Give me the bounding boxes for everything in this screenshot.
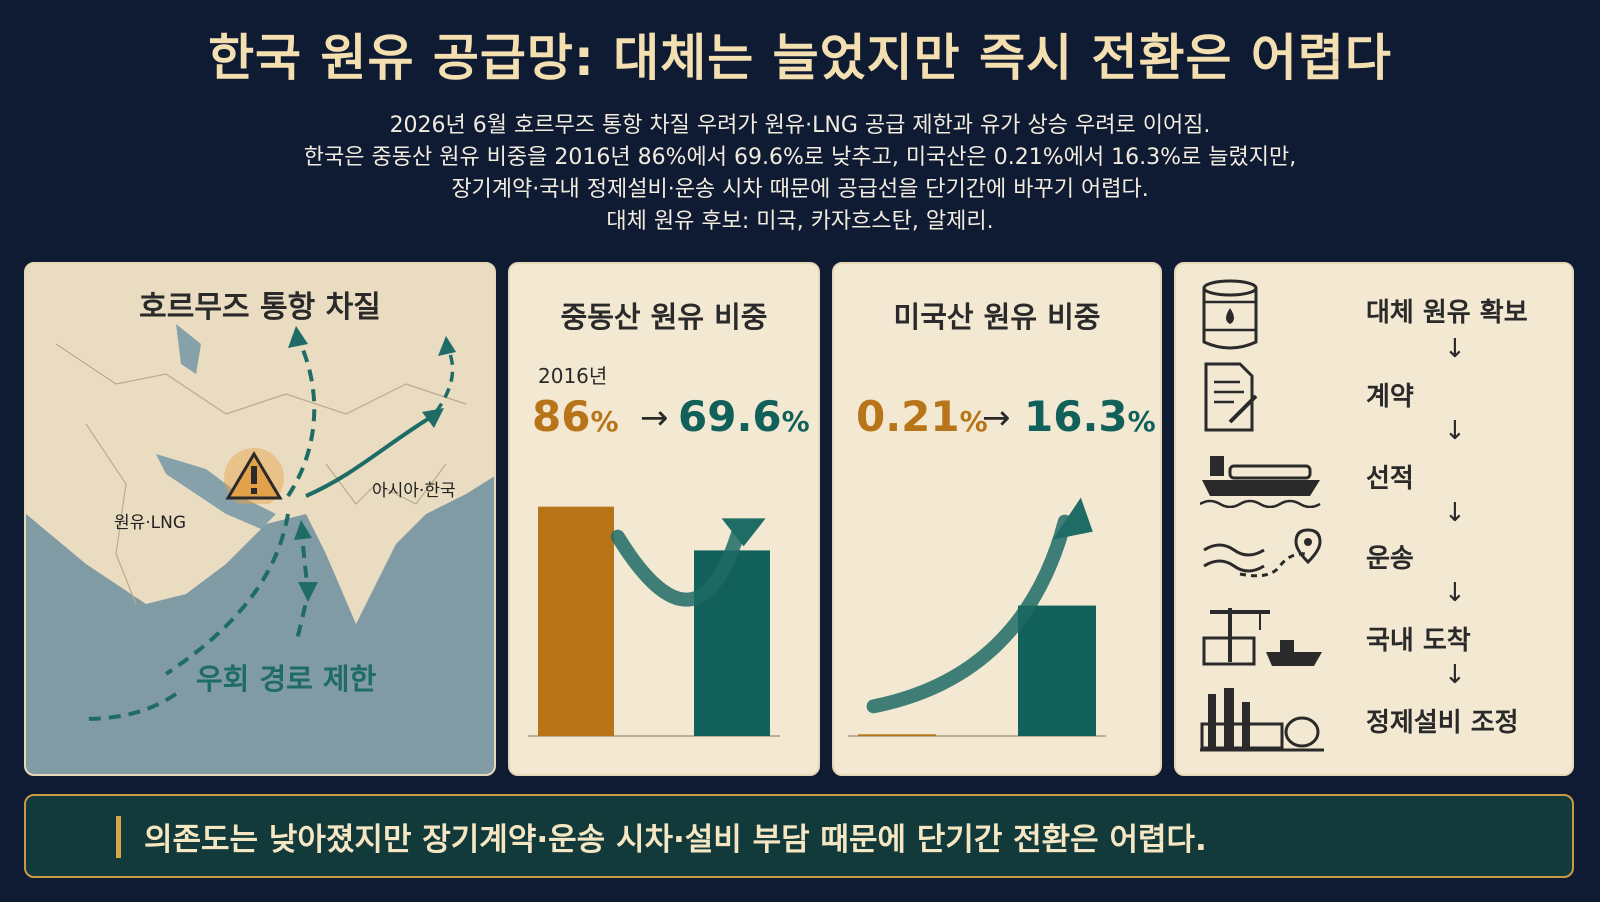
year-label: 2016년: [538, 364, 608, 388]
bar-현재: [1018, 605, 1096, 736]
map-label-destination: 아시아·한국: [372, 481, 456, 501]
subtitle: 2026년 6월 호르무즈 통항 차질 우려가 원유·LNG 공급 제한과 유가…: [100, 110, 1500, 238]
footer-accent-bar: [116, 816, 121, 858]
hormuz-map: [26, 324, 494, 774]
port-crane-icon: [1202, 608, 1322, 666]
subtitle-line: 2026년 6월 호르무즈 통항 차질 우려가 원유·LNG 공급 제한과 유가…: [389, 113, 1211, 138]
flow-arrow: ↓: [1444, 334, 1466, 364]
middle-east-share-panel: 중동산 원유 비중 2016년 86% → 69.6%: [508, 262, 820, 776]
subtitle-line: 한국은 중동산 원유 비중을 2016년 86%에서 69.6%로 낮추고, 미…: [303, 145, 1297, 170]
flow-arrow: ↓: [1444, 416, 1466, 446]
flow-step-transport: 운송: [1366, 544, 1414, 574]
to-value: 16.3%: [1024, 392, 1156, 441]
subtitle-line: 장기계약·국내 정제설비·운송 시차 때문에 공급선을 단기간에 바꾸기 어렵다…: [451, 177, 1149, 202]
us-title: 미국산 원유 비중: [893, 300, 1101, 334]
footer-banner: 의존도는 낮아졌지만 장기계약·운송 시차·설비 부담 때문에 단기간 전환은 …: [24, 794, 1574, 878]
flow-step-arrival: 국내 도착: [1366, 626, 1471, 656]
from-value: 0.21%: [856, 392, 988, 441]
footer-text: 의존도는 낮아졌지만 장기계약·운송 시차·설비 부담 때문에 단기간 전환은 …: [144, 822, 1207, 858]
us-bar-chart: [848, 497, 1106, 737]
contract-document-icon: [1204, 362, 1258, 432]
warning-triangle-icon: [224, 448, 284, 504]
trend-arrow-head: [1052, 497, 1093, 540]
from-value: 86%: [532, 392, 619, 441]
oil-barrel-icon: [1202, 279, 1258, 350]
flow-step-loading: 선적: [1366, 464, 1414, 494]
middle-east-bar-chart: [528, 506, 780, 737]
trend-arrow-head: [721, 518, 766, 547]
bar-2016: [858, 734, 936, 736]
refinery-icon: [1200, 688, 1324, 752]
flow-step-secure: 대체 원유 확보: [1366, 298, 1528, 328]
map-title: 호르무즈 통항 차질: [139, 290, 381, 325]
bar-2016: [538, 506, 614, 736]
flow-arrow: ↓: [1444, 660, 1466, 690]
flow-step-contract: 계약: [1366, 382, 1414, 412]
tanker-ship-icon: [1200, 456, 1321, 508]
page-title: 한국 원유 공급망: 대체는 늘었지만 즉시 전환은 어렵다: [208, 29, 1392, 87]
route-pin-icon: [1203, 528, 1322, 578]
to-value: 69.6%: [678, 392, 810, 441]
map-label-route: 우회 경로 제한: [196, 662, 377, 696]
flow-arrow: ↓: [1444, 578, 1466, 608]
map-label-supply: 원유·LNG: [114, 513, 187, 533]
middle-east-title: 중동산 원유 비중: [560, 300, 768, 334]
subtitle-line: 대체 원유 후보: 미국, 카자흐스탄, 알제리.: [606, 209, 994, 234]
trend-arrow: [866, 514, 1072, 714]
supply-process-panel: 대체 원유 확보 ↓ 계약 ↓ 선적 ↓ 운송 ↓ 국내 도착 ↓ 정제설비 조…: [1174, 262, 1574, 776]
trend-arrow: [610, 521, 747, 607]
bar-현재: [694, 550, 770, 736]
map-panel: 호르무즈 통항 차질 원유·LNG 아시아·한국 우회 경로 제한: [24, 262, 496, 776]
us-share-panel: 미국산 원유 비중 0.21% → 16.3%: [832, 262, 1162, 776]
flow-arrow: ↓: [1444, 498, 1466, 528]
flow-step-refinery: 정제설비 조정: [1366, 708, 1519, 738]
change-arrow: →: [982, 398, 1011, 438]
change-arrow: →: [640, 398, 669, 438]
